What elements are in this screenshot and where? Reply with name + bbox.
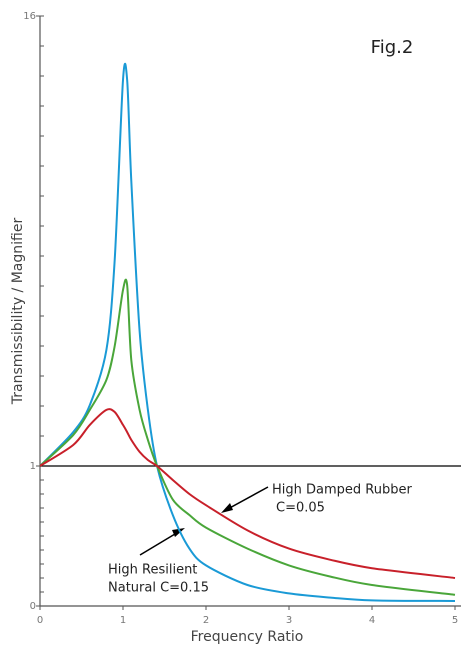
y-axis-label: Transmissibility / Magnifier <box>10 218 26 406</box>
x-tick-label: 5 <box>452 615 458 626</box>
annotation: High Damped Rubber <box>272 483 412 498</box>
series-line <box>39 278 456 596</box>
x-tick-label: 0 <box>37 615 43 626</box>
x-tick-label: 3 <box>286 615 292 626</box>
x-tick-label: 4 <box>369 615 375 626</box>
series-line <box>39 408 456 579</box>
y-tick-label: 1 <box>30 461 36 472</box>
arrow-head <box>221 503 233 513</box>
chart-title: Fig.2 <box>371 37 414 58</box>
y-tick-label: 0 <box>30 601 36 612</box>
arrow <box>139 530 181 556</box>
annotation: Natural C=0.15 <box>108 581 209 596</box>
annotation: High Resilient <box>108 563 197 578</box>
x-tick-label: 1 <box>120 615 126 626</box>
y-tick-label: 16 <box>23 11 36 22</box>
series-line <box>39 63 456 602</box>
arrow <box>225 486 269 511</box>
annotation: C=0.05 <box>276 501 325 516</box>
x-tick-label: 2 <box>203 615 209 626</box>
x-axis-label: Frequency Ratio <box>191 629 304 645</box>
arrow-head <box>172 528 185 537</box>
